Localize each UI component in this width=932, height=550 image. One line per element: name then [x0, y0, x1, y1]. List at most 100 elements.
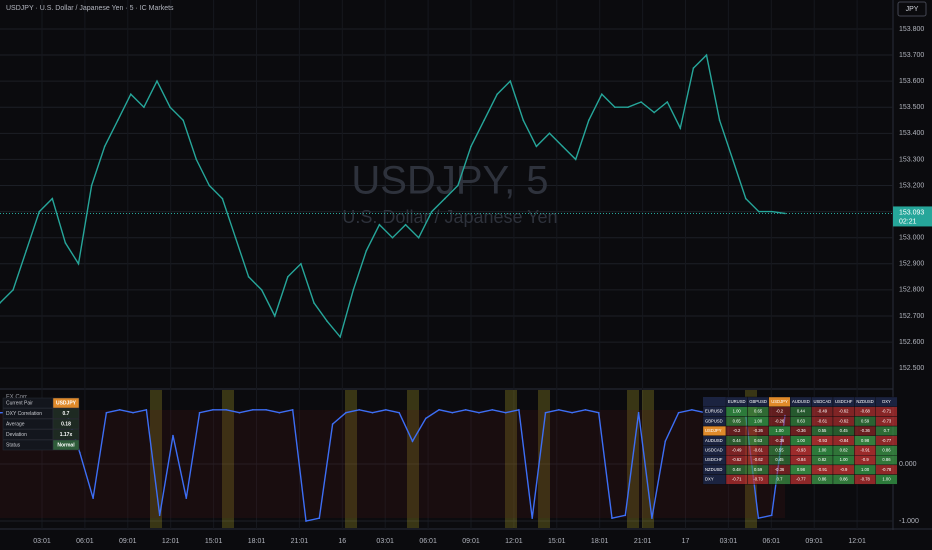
- correlation-line-point: [132, 411, 134, 414]
- price-line-point: [771, 210, 773, 213]
- correlation-line-point: [504, 411, 507, 414]
- table-value: -0.61: [753, 447, 763, 452]
- correlation-line-point: [491, 409, 494, 411]
- info-value: 0.18: [61, 421, 71, 427]
- currency-label[interactable]: JPY: [906, 6, 919, 13]
- correlation-line-point: [531, 517, 534, 519]
- price-line-point: [130, 93, 132, 95]
- price-line-point: [496, 93, 498, 95]
- table-value: 1.00: [733, 409, 742, 414]
- table-value: 0.48: [733, 467, 742, 472]
- time-tick-label: 03:01: [720, 538, 738, 545]
- table-header: USDJPY: [771, 399, 788, 404]
- correlation-line-point: [398, 411, 400, 414]
- table-value: -0.49: [818, 409, 828, 414]
- table-value: -0.77: [796, 477, 806, 482]
- correlation-line-point: [770, 514, 773, 517]
- info-cell: [52, 408, 80, 419]
- price-line-point: [287, 276, 289, 278]
- price-tick-label: 153.000: [899, 235, 924, 242]
- price-line-point: [234, 236, 237, 239]
- correlation-line: [0, 408, 786, 522]
- table-value: 0.86: [840, 477, 849, 482]
- price-tick-label: 153.700: [899, 52, 924, 59]
- info-label: DXY Correlation: [6, 411, 42, 417]
- price-line-point: [509, 80, 512, 82]
- table-value: 0.59: [754, 467, 763, 472]
- price-line-point: [666, 101, 669, 103]
- price-line-point: [221, 197, 224, 200]
- table-row-label: DXY: [705, 477, 714, 482]
- table-row-label: GBPUSD: [705, 418, 723, 423]
- table-header: DXY: [882, 399, 891, 404]
- table-value: 1.00: [818, 447, 827, 452]
- currency-button[interactable]: [897, 1, 927, 17]
- price-line-point: [731, 158, 734, 161]
- table-value: -0.68: [860, 409, 870, 414]
- correlation-line-point: [597, 411, 600, 414]
- table-value: 0.59: [861, 418, 870, 423]
- table-header: USDCAD: [813, 399, 831, 404]
- table-row-label: EURUSD: [705, 409, 723, 414]
- deviation-highlight: [222, 390, 234, 528]
- table-value: 0.63: [797, 418, 806, 423]
- price-line-point: [25, 249, 27, 252]
- info-value: Normal: [57, 442, 75, 448]
- table-value: 1.00: [775, 428, 784, 433]
- price-line-point: [247, 276, 250, 278]
- time-tick-label: 15:01: [548, 538, 566, 545]
- price-line-point: [12, 289, 14, 291]
- indicator-tick-label: 0.000: [899, 461, 917, 468]
- correlation-line-point: [478, 411, 480, 414]
- info-cell: [52, 418, 80, 430]
- correlation-line-point: [624, 514, 627, 517]
- correlation-line-point: [265, 409, 267, 411]
- info-value: 1.17x: [60, 432, 73, 438]
- price-tick-label: 152.800: [899, 287, 924, 294]
- price-line-point: [587, 119, 590, 122]
- time-tick-label: 09:01: [119, 538, 137, 545]
- correlation-line-point: [411, 440, 414, 442]
- table-value: -0.73: [882, 418, 892, 423]
- price-line-point: [705, 54, 708, 56]
- price-line-point: [444, 197, 446, 200]
- correlation-line-point: [518, 409, 520, 411]
- info-label: Average: [6, 421, 25, 427]
- price-line-point: [535, 145, 538, 148]
- price-line-point: [116, 119, 119, 122]
- correlation-line-point: [212, 409, 214, 411]
- info-cell: [52, 439, 80, 451]
- time-tick-label: 21:01: [291, 538, 309, 545]
- table-value: -0.93: [818, 438, 828, 443]
- info-label: Deviation: [6, 432, 27, 438]
- price-tick-label: 152.500: [899, 365, 924, 372]
- price-line-point: [561, 145, 564, 148]
- correlation-line-point: [757, 517, 760, 519]
- table-value: 0.55: [818, 428, 827, 433]
- watermark-description: U.S. Dollar / Japanese Yen: [342, 207, 557, 227]
- price-line-point: [718, 119, 721, 122]
- correlation-line-point: [0, 411, 1, 414]
- table-value: -0.62: [839, 409, 849, 414]
- correlation-line-point: [558, 409, 560, 411]
- price-line-point: [391, 236, 394, 239]
- table-value: -0.36: [775, 438, 785, 443]
- table-value: -0.2: [733, 428, 741, 433]
- table-value: -0.61: [818, 418, 828, 423]
- table-value: -0.9: [840, 467, 848, 472]
- price-line-point: [38, 210, 41, 213]
- table-value: 0.45: [775, 457, 784, 462]
- info-value: 0.7: [63, 411, 70, 417]
- table-value: -0.26: [753, 428, 763, 433]
- price-line-point: [208, 184, 211, 187]
- price-line-point: [273, 315, 276, 317]
- correlation-line-point: [385, 409, 387, 411]
- correlation-line-point: [611, 517, 613, 519]
- correlation-line-point: [544, 411, 547, 414]
- price-line-point: [339, 336, 341, 338]
- price-tick-label: 152.700: [899, 313, 924, 320]
- table-header: AUDUSD: [792, 399, 810, 404]
- indicator-tick-label: -1.000: [899, 518, 919, 525]
- table-value: 1.00: [797, 438, 806, 443]
- price-line-point: [483, 119, 485, 122]
